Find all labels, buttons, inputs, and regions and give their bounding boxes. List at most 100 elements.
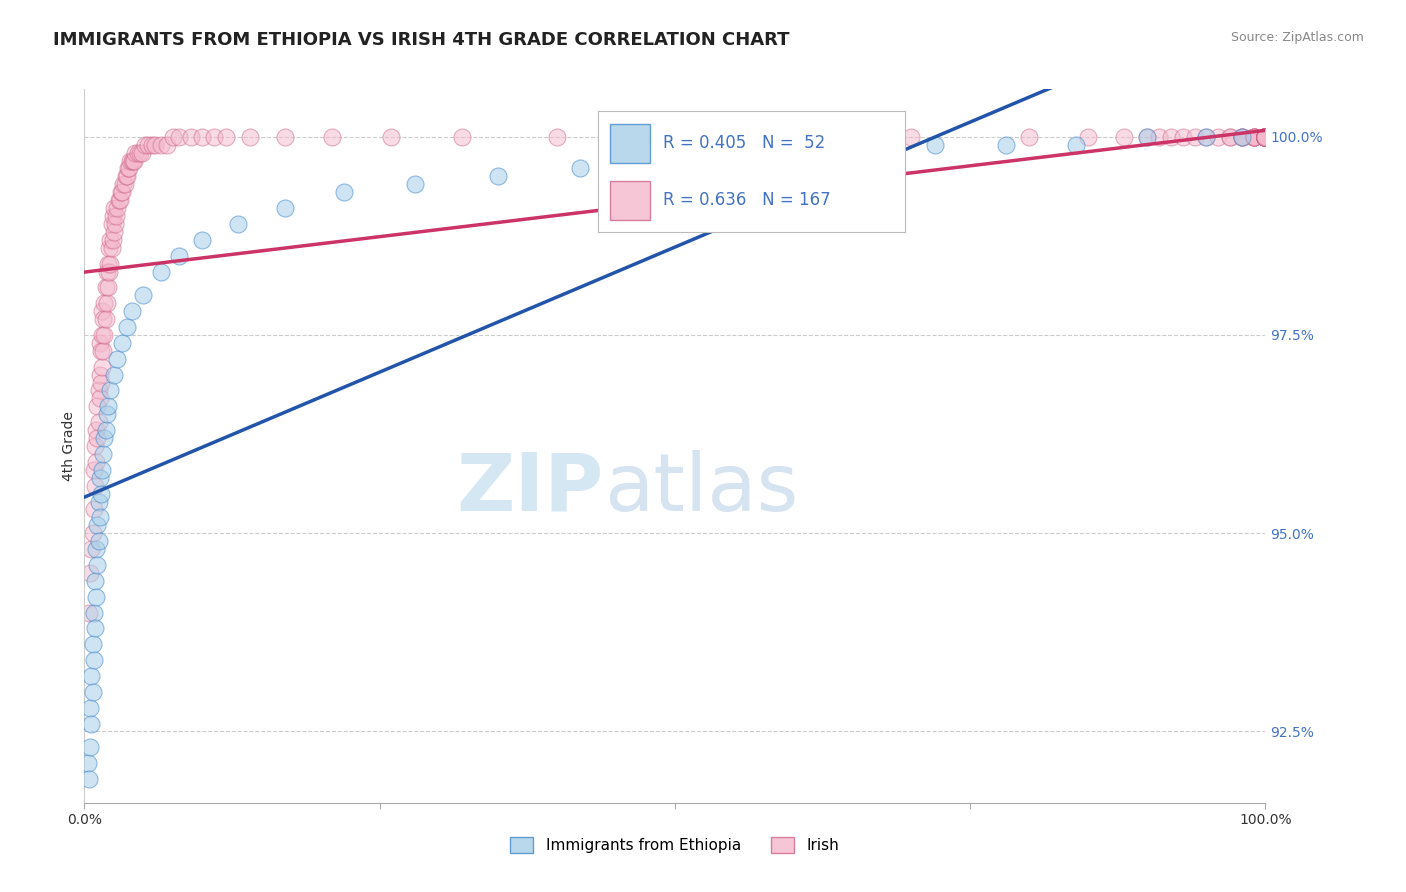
Point: [1254, 129, 1277, 144]
Point: [1254, 129, 1277, 144]
Point: [167, 249, 190, 263]
Point: [91, 312, 114, 326]
Point: [180, 129, 202, 144]
Point: [1147, 129, 1170, 144]
Point: [1254, 129, 1277, 144]
Point: [1171, 129, 1194, 144]
Point: [101, 209, 124, 223]
Point: [900, 129, 922, 144]
Point: [1254, 129, 1277, 144]
Point: [84, 574, 107, 588]
Point: [1254, 129, 1277, 144]
Point: [103, 225, 125, 239]
Point: [1254, 129, 1277, 144]
Point: [1254, 129, 1277, 144]
Point: [1243, 129, 1265, 144]
Point: [83, 653, 105, 667]
Point: [1254, 129, 1277, 144]
Point: [451, 129, 474, 144]
Point: [91, 304, 114, 318]
Point: [91, 447, 114, 461]
Point: [215, 129, 238, 144]
Point: [89, 510, 111, 524]
Point: [79, 700, 101, 714]
Point: [1160, 129, 1182, 144]
Point: [141, 137, 163, 152]
Point: [93, 328, 115, 343]
Point: [1254, 129, 1277, 144]
Point: [1254, 129, 1277, 144]
Point: [120, 153, 142, 168]
Point: [80, 716, 103, 731]
Point: [84, 590, 107, 604]
Point: [1254, 129, 1277, 144]
Point: [103, 368, 125, 382]
Point: [782, 129, 804, 144]
Point: [84, 478, 107, 492]
Point: [1254, 129, 1277, 144]
Point: [94, 280, 117, 294]
Point: [98, 384, 121, 398]
Point: [1254, 129, 1277, 144]
Point: [83, 606, 105, 620]
Point: [98, 264, 121, 278]
Point: [91, 359, 114, 374]
Point: [1112, 129, 1135, 144]
Point: [1254, 129, 1277, 144]
Point: [87, 415, 110, 429]
Point: [80, 669, 103, 683]
Point: [1254, 129, 1277, 144]
Point: [107, 193, 129, 207]
Point: [1254, 129, 1277, 144]
Point: [1230, 129, 1253, 144]
Point: [1254, 129, 1277, 144]
Point: [1254, 129, 1277, 144]
Point: [1077, 129, 1099, 144]
Point: [1254, 129, 1277, 144]
Point: [98, 241, 121, 255]
Legend: Immigrants from Ethiopia, Irish: Immigrants from Ethiopia, Irish: [505, 831, 845, 859]
Point: [1254, 129, 1277, 144]
Point: [97, 257, 120, 271]
Text: ZIP: ZIP: [457, 450, 605, 528]
Point: [1066, 137, 1088, 152]
Point: [82, 637, 104, 651]
Point: [77, 606, 100, 620]
Point: [104, 217, 127, 231]
Point: [1254, 129, 1277, 144]
Point: [118, 161, 141, 176]
Point: [1254, 129, 1277, 144]
Point: [86, 518, 108, 533]
Point: [664, 153, 686, 168]
Point: [1254, 129, 1277, 144]
Point: [82, 526, 104, 541]
Point: [1136, 129, 1159, 144]
Point: [108, 193, 131, 207]
Point: [121, 304, 143, 318]
Point: [546, 129, 568, 144]
Point: [86, 400, 108, 414]
Point: [82, 685, 104, 699]
Point: [1206, 129, 1229, 144]
Point: [1254, 129, 1277, 144]
Point: [93, 296, 115, 310]
Point: [1254, 129, 1277, 144]
Point: [239, 129, 262, 144]
Point: [89, 335, 111, 350]
Point: [1195, 129, 1218, 144]
Point: [86, 558, 108, 572]
Point: [226, 217, 249, 231]
Point: [1018, 129, 1040, 144]
Point: [1254, 129, 1277, 144]
Point: [1254, 129, 1277, 144]
Point: [924, 137, 946, 152]
Point: [191, 233, 214, 247]
Point: [91, 343, 114, 358]
Point: [100, 241, 122, 255]
Point: [121, 153, 143, 168]
Point: [86, 431, 108, 445]
Point: [380, 129, 402, 144]
Point: [1254, 129, 1277, 144]
Point: [1254, 129, 1277, 144]
Point: [1254, 129, 1277, 144]
